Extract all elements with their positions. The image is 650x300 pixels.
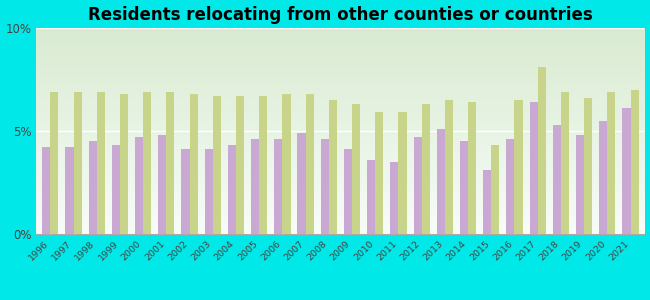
Bar xyxy=(506,139,515,234)
Bar xyxy=(491,146,499,234)
Bar xyxy=(437,129,445,234)
Bar xyxy=(515,100,523,234)
Bar xyxy=(135,137,143,234)
Bar xyxy=(166,92,174,234)
Bar xyxy=(576,135,584,234)
Bar xyxy=(413,137,422,234)
Bar xyxy=(599,121,607,234)
Bar xyxy=(228,146,236,234)
Bar xyxy=(483,170,491,234)
Bar xyxy=(375,112,383,234)
Bar xyxy=(236,96,244,234)
Bar xyxy=(552,125,561,234)
Bar xyxy=(367,160,375,234)
Bar xyxy=(329,100,337,234)
Bar xyxy=(73,92,82,234)
Bar xyxy=(584,98,592,234)
Bar xyxy=(42,147,50,234)
Bar xyxy=(445,100,453,234)
Bar xyxy=(306,94,314,234)
Bar xyxy=(88,141,97,234)
Bar xyxy=(538,67,546,234)
Bar xyxy=(282,94,291,234)
Bar xyxy=(158,135,166,234)
Bar xyxy=(66,147,73,234)
Bar xyxy=(97,92,105,234)
Bar xyxy=(607,92,616,234)
Bar xyxy=(398,112,406,234)
Bar xyxy=(181,149,190,234)
Bar xyxy=(391,162,398,234)
Bar xyxy=(205,149,213,234)
Bar xyxy=(120,94,128,234)
Bar xyxy=(561,92,569,234)
Bar xyxy=(251,139,259,234)
Bar xyxy=(460,141,468,234)
Bar xyxy=(320,139,329,234)
Bar xyxy=(422,104,430,234)
Bar xyxy=(259,96,267,234)
Bar xyxy=(213,96,221,234)
Bar xyxy=(112,146,120,234)
Bar xyxy=(623,108,630,234)
Bar xyxy=(143,92,151,234)
Bar xyxy=(50,92,58,234)
Bar xyxy=(344,149,352,234)
Bar xyxy=(630,90,639,234)
Bar xyxy=(274,139,282,234)
Bar xyxy=(530,102,538,234)
Bar xyxy=(190,94,198,234)
Bar xyxy=(468,102,476,234)
Bar xyxy=(352,104,360,234)
Bar xyxy=(298,133,305,234)
Title: Residents relocating from other counties or countries: Residents relocating from other counties… xyxy=(88,6,593,24)
